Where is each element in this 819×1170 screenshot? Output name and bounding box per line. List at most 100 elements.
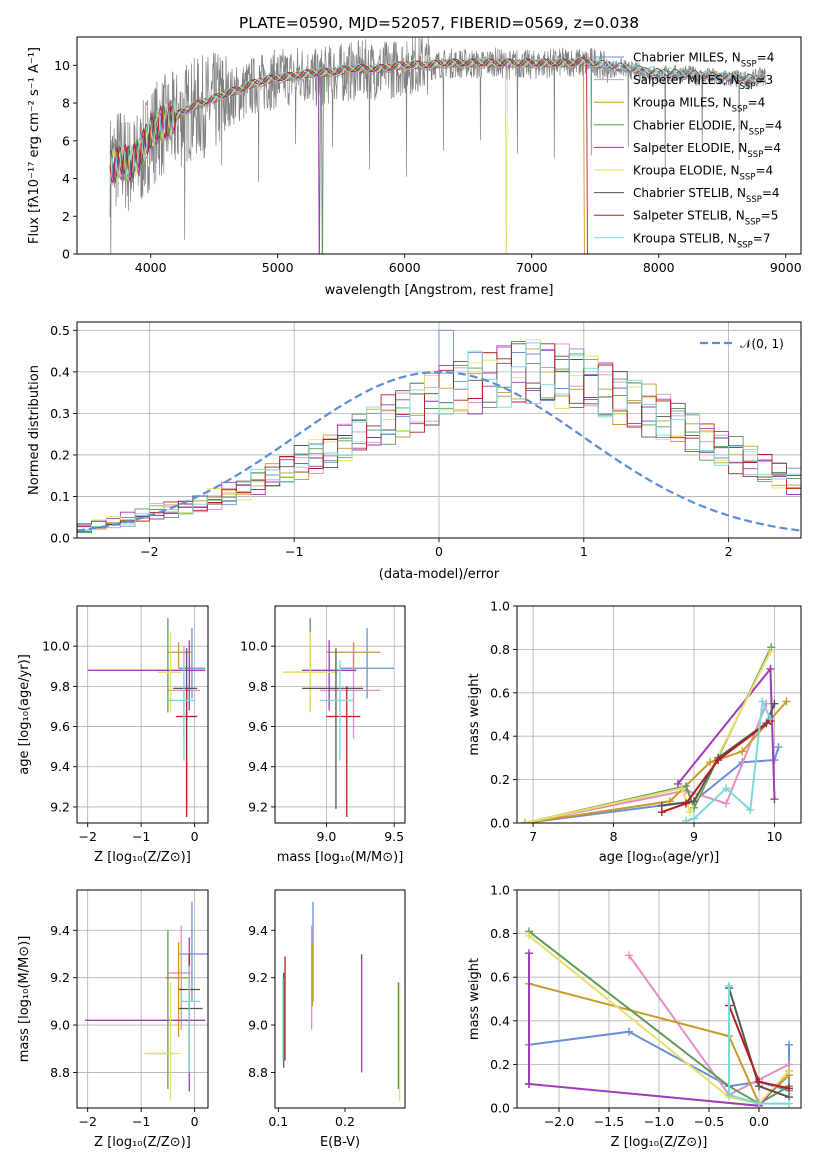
histogram-8 xyxy=(77,342,801,532)
weight-marker xyxy=(681,782,690,791)
weight-marker xyxy=(722,799,731,808)
x-tick-label: 4000 xyxy=(135,260,167,275)
y-tick-label: 0.2 xyxy=(50,447,70,462)
y-tick-label: 9.4 xyxy=(50,923,70,938)
model-line-7 xyxy=(109,56,588,254)
legend-label: Salpeter ELODIE, NSSP=4 xyxy=(633,141,781,160)
weight-marker xyxy=(766,647,775,656)
observed-spectrum-line xyxy=(109,37,766,254)
y-tick-label: 2 xyxy=(62,209,70,224)
errorbar-0 xyxy=(178,628,206,699)
y-axis-label: mass [log₁₀(M/M⊙)] xyxy=(17,936,32,1063)
weight-marker xyxy=(673,779,682,788)
errorbar-5 xyxy=(143,982,182,1101)
y-tick-label: 9.2 xyxy=(50,970,70,985)
x-tick-label: 0.1 xyxy=(268,1114,288,1129)
weight-marker xyxy=(657,808,666,817)
weight-marker xyxy=(521,819,530,823)
x-axis-label: Z [log₁₀(Z/Z⊙)] xyxy=(94,1135,191,1150)
y-tick-label: 0.5 xyxy=(50,323,70,338)
y-tick-label: 0.4 xyxy=(490,1013,510,1028)
weight-marker xyxy=(725,1090,733,1099)
panel-weight-vs-age: 7 8 9 10 0.0 0.2 0.4 0.6 0.8 1.0 age [log₁₀(age/yr… xyxy=(467,599,802,865)
x-tick-label: 9000 xyxy=(770,260,802,275)
x-axis-label: (data-model)/error xyxy=(379,567,500,582)
x-axis-label: Z [log₁₀(Z/Z⊙)] xyxy=(611,1135,708,1150)
x-tick-label: 1 xyxy=(580,544,588,559)
weight-line-5 xyxy=(528,935,790,1105)
x-axis-label: wavelength [Angstrom, rest frame] xyxy=(325,283,554,298)
chart-title: PLATE=0590, MJD=52057, FIBERID=0569, z=0… xyxy=(239,14,639,32)
errorbar-4 xyxy=(87,640,206,711)
y-tick-label: 10.0 xyxy=(42,639,70,654)
y-tick-label: 1.0 xyxy=(490,883,510,898)
weight-marker xyxy=(785,1099,793,1108)
weight-marker xyxy=(755,1099,763,1108)
axes-frame xyxy=(76,605,209,824)
x-tick-label: 0 xyxy=(191,829,199,844)
panel-residuals: −2 −1 0 1 2 0.0 0.1 0.2 0.3 0.4 0.5 (data-model)/er… xyxy=(27,321,802,582)
y-tick-label: 9.4 xyxy=(248,923,268,938)
y-tick-label: 0.4 xyxy=(490,729,510,744)
plot-area xyxy=(77,329,801,534)
panel-mass-vs-Z: −2 −1 0 8.8 9.0 9.2 9.4 Z [log₁₀(Z/Z⊙)] mass [lo… xyxy=(17,889,209,1150)
weight-marker xyxy=(766,714,775,723)
y-tick-label: 0.8 xyxy=(490,926,510,941)
legend-label: Kroupa ELODIE, NSSP=4 xyxy=(633,164,773,183)
y-tick-label: 4 xyxy=(62,171,70,186)
x-tick-label: 9 xyxy=(690,829,698,844)
weight-line-1 xyxy=(524,703,768,823)
y-tick-label: 8.8 xyxy=(248,1065,268,1080)
errorbar-0 xyxy=(178,901,208,1002)
plot-area xyxy=(283,618,395,817)
y-axis-label: mass weight xyxy=(467,958,482,1040)
weight-marker xyxy=(767,643,776,652)
weight-marker xyxy=(785,1066,793,1075)
model-line-3 xyxy=(109,59,766,254)
y-tick-label: 0.3 xyxy=(50,406,70,421)
plot-area xyxy=(87,618,206,817)
y-tick-label: 9.6 xyxy=(248,719,268,734)
plot-area xyxy=(109,37,766,254)
axes-frame xyxy=(274,605,406,824)
legend-label: 𝒩(0, 1) xyxy=(740,337,784,351)
legend-label: Chabrier STELIB, NSSP=4 xyxy=(633,186,780,205)
weight-marker xyxy=(722,784,731,793)
x-axis-label: age [log₁₀(age/yr)] xyxy=(599,850,720,865)
y-tick-label: 0.8 xyxy=(490,642,510,657)
errorbar-8 xyxy=(167,660,195,761)
axes-frame xyxy=(516,605,802,824)
axes-frame xyxy=(274,889,406,1109)
x-tick-label: 5000 xyxy=(262,260,294,275)
x-tick-label: 7000 xyxy=(516,260,548,275)
x-tick-label: −0.5 xyxy=(694,1114,724,1129)
x-tick-label: −1.0 xyxy=(644,1114,674,1129)
y-tick-label: 10.0 xyxy=(240,639,268,654)
y-axis-label: age [log₁₀(age/yr)] xyxy=(17,654,32,775)
x-tick-label: −1 xyxy=(132,829,150,844)
weight-marker xyxy=(681,799,690,808)
normal-reference-curve xyxy=(77,370,801,532)
histogram-2 xyxy=(77,348,801,534)
x-axis-label: E(B-V) xyxy=(320,1135,360,1150)
panel-age-vs-mass: 9.0 9.5 9.2 9.4 9.6 9.8 10.0 mass [log₁₀(M/M⊙)] xyxy=(240,605,406,865)
weight-marker xyxy=(738,747,747,756)
errorbar-8 xyxy=(319,660,354,761)
weight-marker xyxy=(689,814,698,823)
legend-label: Kroupa STELIB, NSSP=7 xyxy=(633,231,771,250)
x-tick-label: 6000 xyxy=(389,260,421,275)
y-axis-label: Normed distribution xyxy=(27,365,42,495)
weight-marker xyxy=(677,784,686,793)
errorbar-2 xyxy=(167,642,192,669)
y-tick-label: 9.8 xyxy=(248,679,268,694)
weight-marker xyxy=(714,756,723,765)
y-tick-label: 9.4 xyxy=(248,759,268,774)
y-tick-label: 1.0 xyxy=(490,599,510,614)
x-tick-label: 8000 xyxy=(643,260,675,275)
errorbar-3 xyxy=(162,618,174,713)
x-tick-label: 9.5 xyxy=(384,829,404,844)
legend: 𝒩(0, 1) xyxy=(700,337,784,351)
errorbar-6 xyxy=(302,648,364,809)
x-tick-label: −1 xyxy=(285,544,303,559)
x-axis-label: mass [log₁₀(M/M⊙)] xyxy=(277,850,404,865)
